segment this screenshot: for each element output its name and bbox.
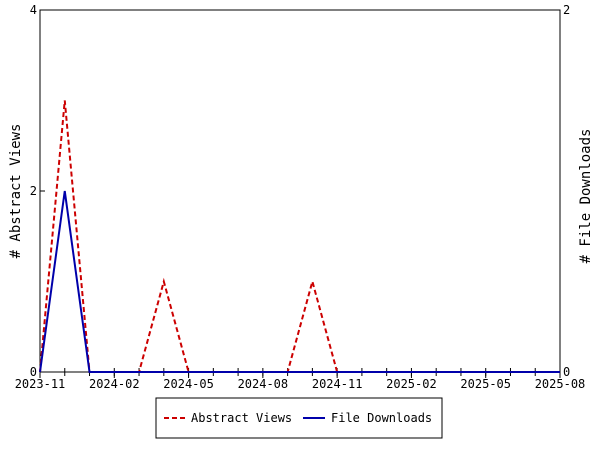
legend-label-abstract-views: Abstract Views — [191, 411, 292, 425]
legend-box — [155, 397, 443, 439]
x-tick-label: 2023-11 — [15, 377, 66, 391]
x-tick-label: 2024-11 — [312, 377, 363, 391]
x-tick-label: 2025-02 — [386, 377, 437, 391]
y-left-tick-label: 2 — [30, 184, 37, 198]
legend: Abstract Views File Downloads — [155, 397, 443, 439]
x-tick-label: 2024-08 — [238, 377, 289, 391]
y-right-axis-label: # File Downloads — [578, 129, 594, 264]
x-tick-label: 2025-05 — [460, 377, 511, 391]
legend-label-file-downloads: File Downloads — [331, 411, 432, 425]
y-right-tick-label: 2 — [563, 3, 570, 17]
x-tick-label: 2024-05 — [163, 377, 214, 391]
y-right-tick-label: 0 — [563, 365, 570, 379]
plot-area — [39, 9, 561, 373]
y-left-tick-label: 4 — [30, 3, 37, 17]
y-left-axis-label: # Abstract Views — [8, 124, 24, 259]
y-left-tick-label: 0 — [30, 365, 37, 379]
x-tick-label: 2025-08 — [535, 377, 586, 391]
series-line-abstract-views — [39, 100, 560, 373]
x-tick-label: 2024-02 — [89, 377, 140, 391]
series-line-file-downloads — [39, 190, 560, 373]
